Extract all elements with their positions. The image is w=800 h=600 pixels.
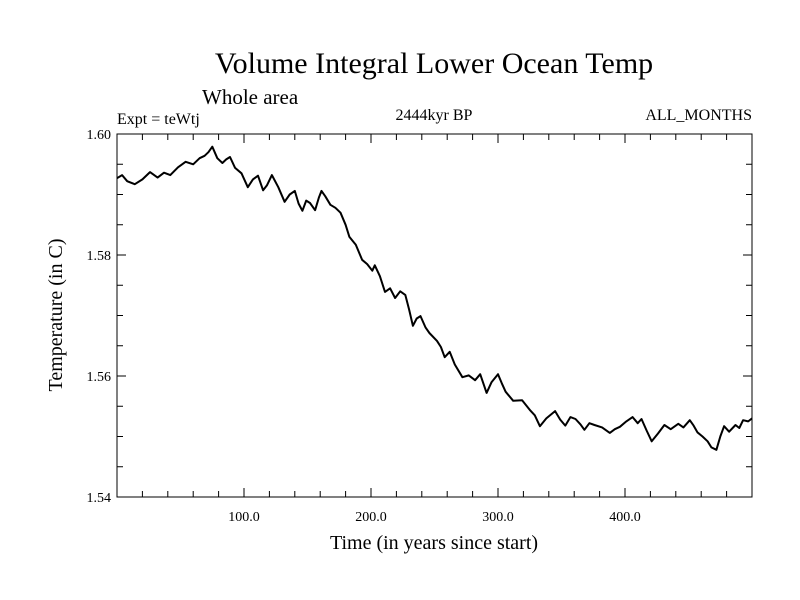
chart-title: Volume Integral Lower Ocean Temp [215, 47, 653, 80]
x-tick-label: 100.0 [228, 510, 260, 525]
y-tick-label: 1.56 [87, 370, 112, 385]
axis-tick-labels: 100.0 200.0 300.0 400.0 1.54 1.56 1.58 1.60 [87, 128, 641, 525]
y-tick-label: 1.54 [87, 491, 112, 506]
annotation-experiment: Expt = teWtj [117, 111, 200, 128]
chart-subtitle: Whole area [202, 85, 299, 109]
plot-frame [116, 133, 753, 498]
y-tick-label: 1.60 [87, 128, 112, 143]
series-line [116, 145, 753, 451]
y-axis-label: Temperature (in C) [45, 239, 67, 392]
x-tick-label: 200.0 [355, 510, 387, 525]
x-axis-label: Time (in years since start) [330, 532, 538, 554]
x-tick-label: 400.0 [609, 510, 641, 525]
axis-ticks [117, 134, 752, 497]
x-tick-label: 300.0 [482, 510, 514, 525]
y-tick-label: 1.58 [87, 249, 112, 264]
annotation-months: ALL_MONTHS [645, 107, 752, 124]
annotation-period: 2444kyr BP [396, 107, 473, 124]
